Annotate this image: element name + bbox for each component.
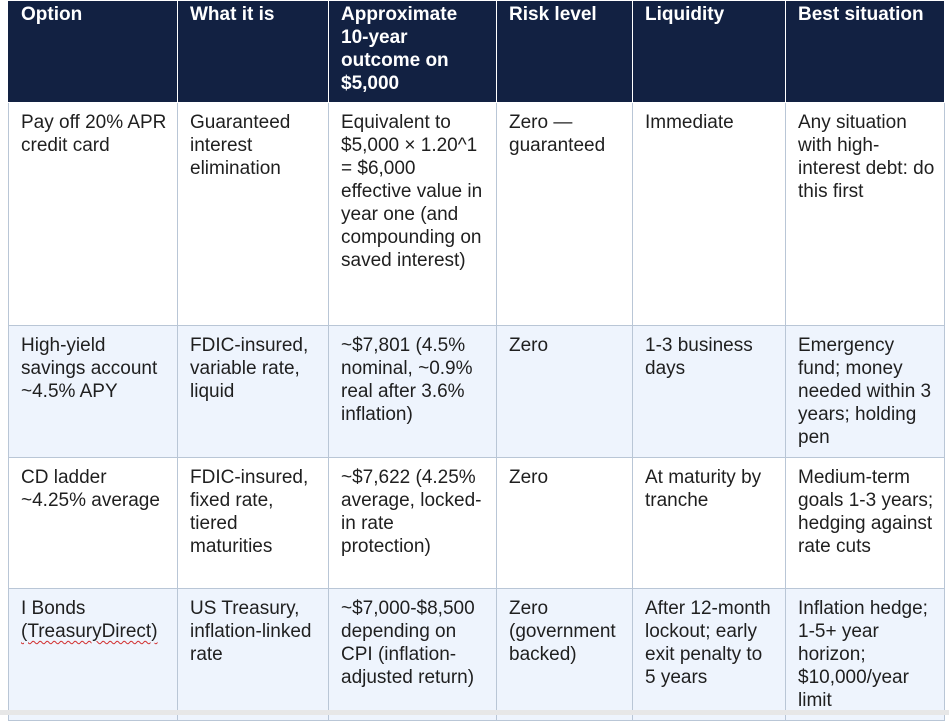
cell-outcome: Equivalent to $5,000 × 1.20^1 = $6,000 e… [328, 102, 497, 326]
savings-options-table: Option What it is Approximate 10-year ou… [8, 0, 945, 721]
header-risk-level: Risk level [496, 0, 633, 103]
cell-what-it-is: US Treasury, inflation-linked rate [177, 588, 329, 721]
cell-risk-level: Zero — guaranteed [496, 102, 633, 326]
cell-risk-level: Zero [496, 325, 633, 458]
cell-option: High-yield savings account ~4.5% APY [8, 325, 178, 458]
cell-liquidity: 1-3 business days [632, 325, 786, 458]
comparison-table-container: Option What it is Approximate 10-year ou… [8, 0, 945, 721]
header-best-situation: Best situation [785, 0, 945, 103]
cell-option: Pay off 20% APR credit card [8, 102, 178, 326]
cell-best-situation: Emergency fund; money needed within 3 ye… [785, 325, 945, 458]
header-outcome: Approximate 10-year outcome on $5,000 [328, 0, 497, 103]
cell-what-it-is: FDIC-insured, fixed rate, tiered maturit… [177, 457, 329, 589]
cell-liquidity: At maturity by tranche [632, 457, 786, 589]
spellcheck-flagged-word[interactable]: (TreasuryDirect) [21, 621, 158, 642]
cell-best-situation: Medium-term goals 1-3 years; hedging aga… [785, 457, 945, 589]
cell-outcome: ~$7,622 (4.25% average, locked-in rate p… [328, 457, 497, 589]
window-bottom-edge [0, 710, 949, 715]
table-row: Pay off 20% APR credit card Guaranteed i… [8, 102, 945, 326]
cell-what-it-is: FDIC-insured, variable rate, liquid [177, 325, 329, 458]
cell-risk-level: Zero (government backed) [496, 588, 633, 721]
table-row: High-yield savings account ~4.5% APY FDI… [8, 325, 945, 458]
cell-option: I Bonds (TreasuryDirect) [8, 588, 178, 721]
cell-outcome: ~$7,000-$8,500 depending on CPI (inflati… [328, 588, 497, 721]
cell-liquidity: After 12-month lockout; early exit penal… [632, 588, 786, 721]
cell-risk-level: Zero [496, 457, 633, 589]
option-name-text: I Bonds [21, 598, 86, 619]
cell-best-situation: Inflation hedge; 1-5+ year horizon; $10,… [785, 588, 945, 721]
cell-best-situation: Any situation with high-interest debt: d… [785, 102, 945, 326]
header-what-it-is: What it is [177, 0, 329, 103]
header-row: Option What it is Approximate 10-year ou… [8, 0, 945, 103]
header-option: Option [8, 0, 178, 103]
table-body: Pay off 20% APR credit card Guaranteed i… [8, 102, 945, 721]
cell-option: CD ladder ~4.25% average [8, 457, 178, 589]
table-row: I Bonds (TreasuryDirect) US Treasury, inf… [8, 588, 945, 721]
cell-outcome: ~$7,801 (4.5% nominal, ~0.9% real after … [328, 325, 497, 458]
cell-what-it-is: Guaranteed interest elimination [177, 102, 329, 326]
table-header: Option What it is Approximate 10-year ou… [8, 0, 945, 103]
table-row: CD ladder ~4.25% average FDIC-insured, f… [8, 457, 945, 589]
header-liquidity: Liquidity [632, 0, 786, 103]
cell-liquidity: Immediate [632, 102, 786, 326]
